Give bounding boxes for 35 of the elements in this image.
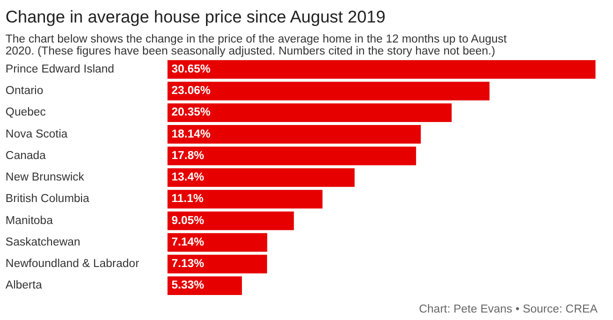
bar xyxy=(168,233,268,252)
data-label: 13.4% xyxy=(172,172,204,184)
text: Chart: Pete Evans • Source: CREA xyxy=(418,304,598,316)
data-label: 18.14% xyxy=(172,128,211,140)
chart-title: Change in average house price since August 2019 xyxy=(6,8,386,26)
y-tick-label: Alberta xyxy=(6,280,43,292)
y-tick-label: Ontario xyxy=(6,85,44,98)
y-tick-label: New Brunswick xyxy=(6,172,84,184)
y-tick-label: Prince Edward Island xyxy=(6,63,114,76)
data-label: 30.65% xyxy=(172,63,211,76)
y-tick-label: Manitoba xyxy=(6,214,54,227)
data-label: 7.14% xyxy=(172,236,204,248)
bar xyxy=(168,124,421,144)
data-label: 5.33% xyxy=(172,280,204,292)
bar xyxy=(168,168,355,187)
data-label: 20.35% xyxy=(172,106,211,119)
bar xyxy=(168,212,294,230)
bar xyxy=(168,146,416,166)
bar xyxy=(168,60,596,79)
y-tick-label: Nova Scotia xyxy=(6,128,68,140)
bar xyxy=(168,103,452,122)
y-tick-label: British Columbia xyxy=(6,193,90,206)
bar xyxy=(168,190,322,208)
bar xyxy=(168,254,268,274)
data-label: 17.8% xyxy=(172,150,204,162)
y-tick-label: Quebec xyxy=(6,106,46,119)
data-label: 11.1% xyxy=(172,193,204,206)
chart-subtitle: The chart below shows the change in the price of the average home in the 12 months up to August 2020. (These figures have been seasonally adjusted. Numbers cited in the story have not been.) xyxy=(6,34,508,58)
y-tick-label: Canada xyxy=(6,150,46,162)
data-label: 9.05% xyxy=(172,214,204,227)
bar xyxy=(168,82,490,100)
data-label: 7.13% xyxy=(172,258,204,270)
y-tick-label: Newfoundland & Labrador xyxy=(6,258,140,270)
data-label: 23.06% xyxy=(172,85,211,98)
y-tick-label: Saskatchewan xyxy=(6,236,80,248)
